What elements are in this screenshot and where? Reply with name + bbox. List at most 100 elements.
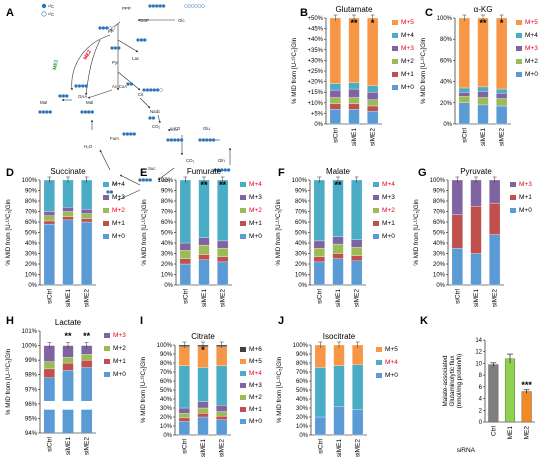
y-tick-label: 30% bbox=[295, 252, 308, 258]
legend-entry: M+1 bbox=[401, 71, 414, 78]
carbon-dot bbox=[136, 38, 140, 42]
carbon-dot bbox=[90, 110, 94, 114]
legend-swatch bbox=[516, 46, 522, 51]
y-tick-label: 10% bbox=[160, 424, 173, 430]
bar-segment bbox=[43, 179, 55, 212]
legend-swatch bbox=[373, 182, 379, 187]
y-tick-label: 100% bbox=[158, 178, 174, 184]
y-tick-label: +20% bbox=[307, 80, 323, 86]
legend-entry: M+2 bbox=[401, 58, 414, 65]
legend-swatch bbox=[373, 208, 379, 213]
met-mal-mito: Mal bbox=[86, 100, 93, 105]
legend-swatch bbox=[103, 195, 109, 200]
legend-entry: M+0 bbox=[525, 71, 538, 78]
y-tick-label: 90% bbox=[433, 189, 446, 195]
met-pyr: Pyr bbox=[112, 60, 119, 65]
legend-entry: M+3 bbox=[525, 45, 538, 52]
y-tick-label: 50% bbox=[433, 231, 446, 237]
bar-segment bbox=[470, 179, 482, 207]
carbon-dot bbox=[105, 26, 109, 30]
x-tick-label: siME1 bbox=[351, 128, 358, 146]
y-tick-label: +50% bbox=[307, 16, 323, 22]
bar-segment bbox=[477, 97, 489, 106]
bar-segment bbox=[179, 250, 191, 259]
legend-swatch bbox=[373, 234, 379, 239]
bar-segment bbox=[489, 234, 501, 286]
x-axis-label: siRNA bbox=[457, 447, 476, 454]
carbon-dot bbox=[81, 84, 85, 88]
legend-entry: M+1 bbox=[112, 220, 125, 227]
legend-entry: M+4 bbox=[525, 32, 538, 39]
legend-swatch bbox=[104, 372, 110, 377]
bar-segment bbox=[477, 86, 489, 92]
panel-letter-K: K bbox=[420, 315, 428, 327]
bar-segment bbox=[81, 359, 93, 368]
y-tick-label: 60% bbox=[295, 220, 308, 226]
bar-segment bbox=[496, 88, 508, 94]
y-tick-label: 0% bbox=[164, 283, 173, 289]
bar-segment bbox=[496, 93, 508, 99]
legend-swatch bbox=[392, 33, 398, 38]
met-pp: PP bbox=[108, 29, 114, 34]
legend-swatch bbox=[240, 234, 246, 239]
bar-segment bbox=[62, 207, 74, 212]
y-tick-label: +15% bbox=[307, 90, 323, 96]
y-tick-label: 0% bbox=[28, 283, 37, 289]
y-tick-label: 20% bbox=[440, 101, 453, 107]
bar-segment bbox=[451, 248, 463, 286]
y-tick-label: 30% bbox=[296, 406, 309, 412]
y-tick-label: 40% bbox=[296, 397, 309, 403]
carbon-dot bbox=[141, 178, 146, 182]
carbon-dot bbox=[58, 94, 62, 98]
legend-entry: M+0 bbox=[249, 418, 262, 425]
y-axis-label: % MID from [U-¹³C₅]Gln bbox=[275, 199, 282, 266]
y-axis-label: (nmol/mg protein/h) bbox=[456, 354, 463, 409]
bar-segment bbox=[489, 202, 501, 235]
bar bbox=[521, 391, 532, 423]
y-tick-label: 80% bbox=[25, 199, 38, 205]
y-axis-label: % MID from [U-¹³C₅]Gln bbox=[140, 356, 147, 423]
carbon-dot bbox=[223, 168, 227, 172]
carbon-dot bbox=[145, 88, 150, 92]
legend-entry: M+1 bbox=[519, 194, 532, 201]
legend-swatch bbox=[240, 221, 246, 226]
y-tick-label: 60% bbox=[160, 379, 173, 385]
y-tick-label: +35% bbox=[307, 48, 323, 54]
legend-swatch bbox=[240, 359, 246, 364]
carbon-dot bbox=[142, 88, 146, 92]
significance-marker: * bbox=[201, 345, 205, 355]
legend-swatch bbox=[240, 419, 246, 424]
y-tick-label: 20% bbox=[433, 262, 446, 268]
y-tick-label: 0% bbox=[436, 283, 445, 289]
x-tick-label: siME1 bbox=[473, 289, 480, 307]
chart-title: α-KG bbox=[474, 5, 493, 14]
carbon-dot bbox=[41, 110, 46, 114]
x-tick-label: siME1 bbox=[200, 439, 207, 457]
carbon-dot bbox=[216, 168, 221, 172]
bar-segment bbox=[367, 99, 379, 107]
bar-segment bbox=[197, 416, 209, 436]
carbon-dot bbox=[155, 4, 159, 8]
bar bbox=[504, 358, 516, 423]
bar-segment bbox=[367, 17, 379, 86]
bar-segment bbox=[43, 368, 55, 378]
y-tick-label: 40% bbox=[440, 80, 453, 86]
y-tick-label: 70% bbox=[160, 370, 173, 376]
x-tick-label: siCtrl bbox=[332, 127, 339, 142]
x-tick-label: siME2 bbox=[355, 439, 362, 457]
legend-swatch bbox=[104, 333, 110, 338]
chart-title: Pyruvate bbox=[460, 167, 492, 176]
labeled-carbon-icon bbox=[41, 3, 47, 9]
carbon-dot bbox=[179, 138, 184, 142]
legend-swatch bbox=[376, 360, 382, 365]
bar-segment bbox=[352, 364, 364, 410]
y-axis-label: % MID from [U-¹³C₅]Gln bbox=[291, 37, 298, 104]
bar-segment bbox=[43, 409, 55, 433]
bar-segment bbox=[62, 211, 74, 217]
bar-segment bbox=[216, 411, 228, 417]
y-axis-label: % MID from [U-¹³C₅]Gln bbox=[276, 356, 283, 423]
legend-swatch bbox=[516, 20, 522, 25]
carbon-dot bbox=[145, 178, 149, 182]
y-tick-label: 101% bbox=[22, 329, 38, 335]
y-tick-label: 90% bbox=[160, 352, 173, 358]
